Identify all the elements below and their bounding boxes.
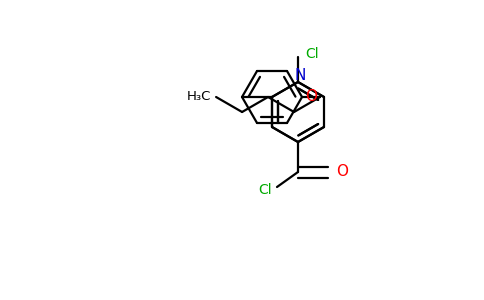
- Text: Cl: Cl: [305, 46, 318, 61]
- Text: H₃C: H₃C: [187, 91, 211, 103]
- Text: N: N: [294, 68, 306, 83]
- Text: O: O: [336, 164, 348, 179]
- Text: O: O: [305, 89, 317, 104]
- Text: Cl: Cl: [258, 183, 272, 197]
